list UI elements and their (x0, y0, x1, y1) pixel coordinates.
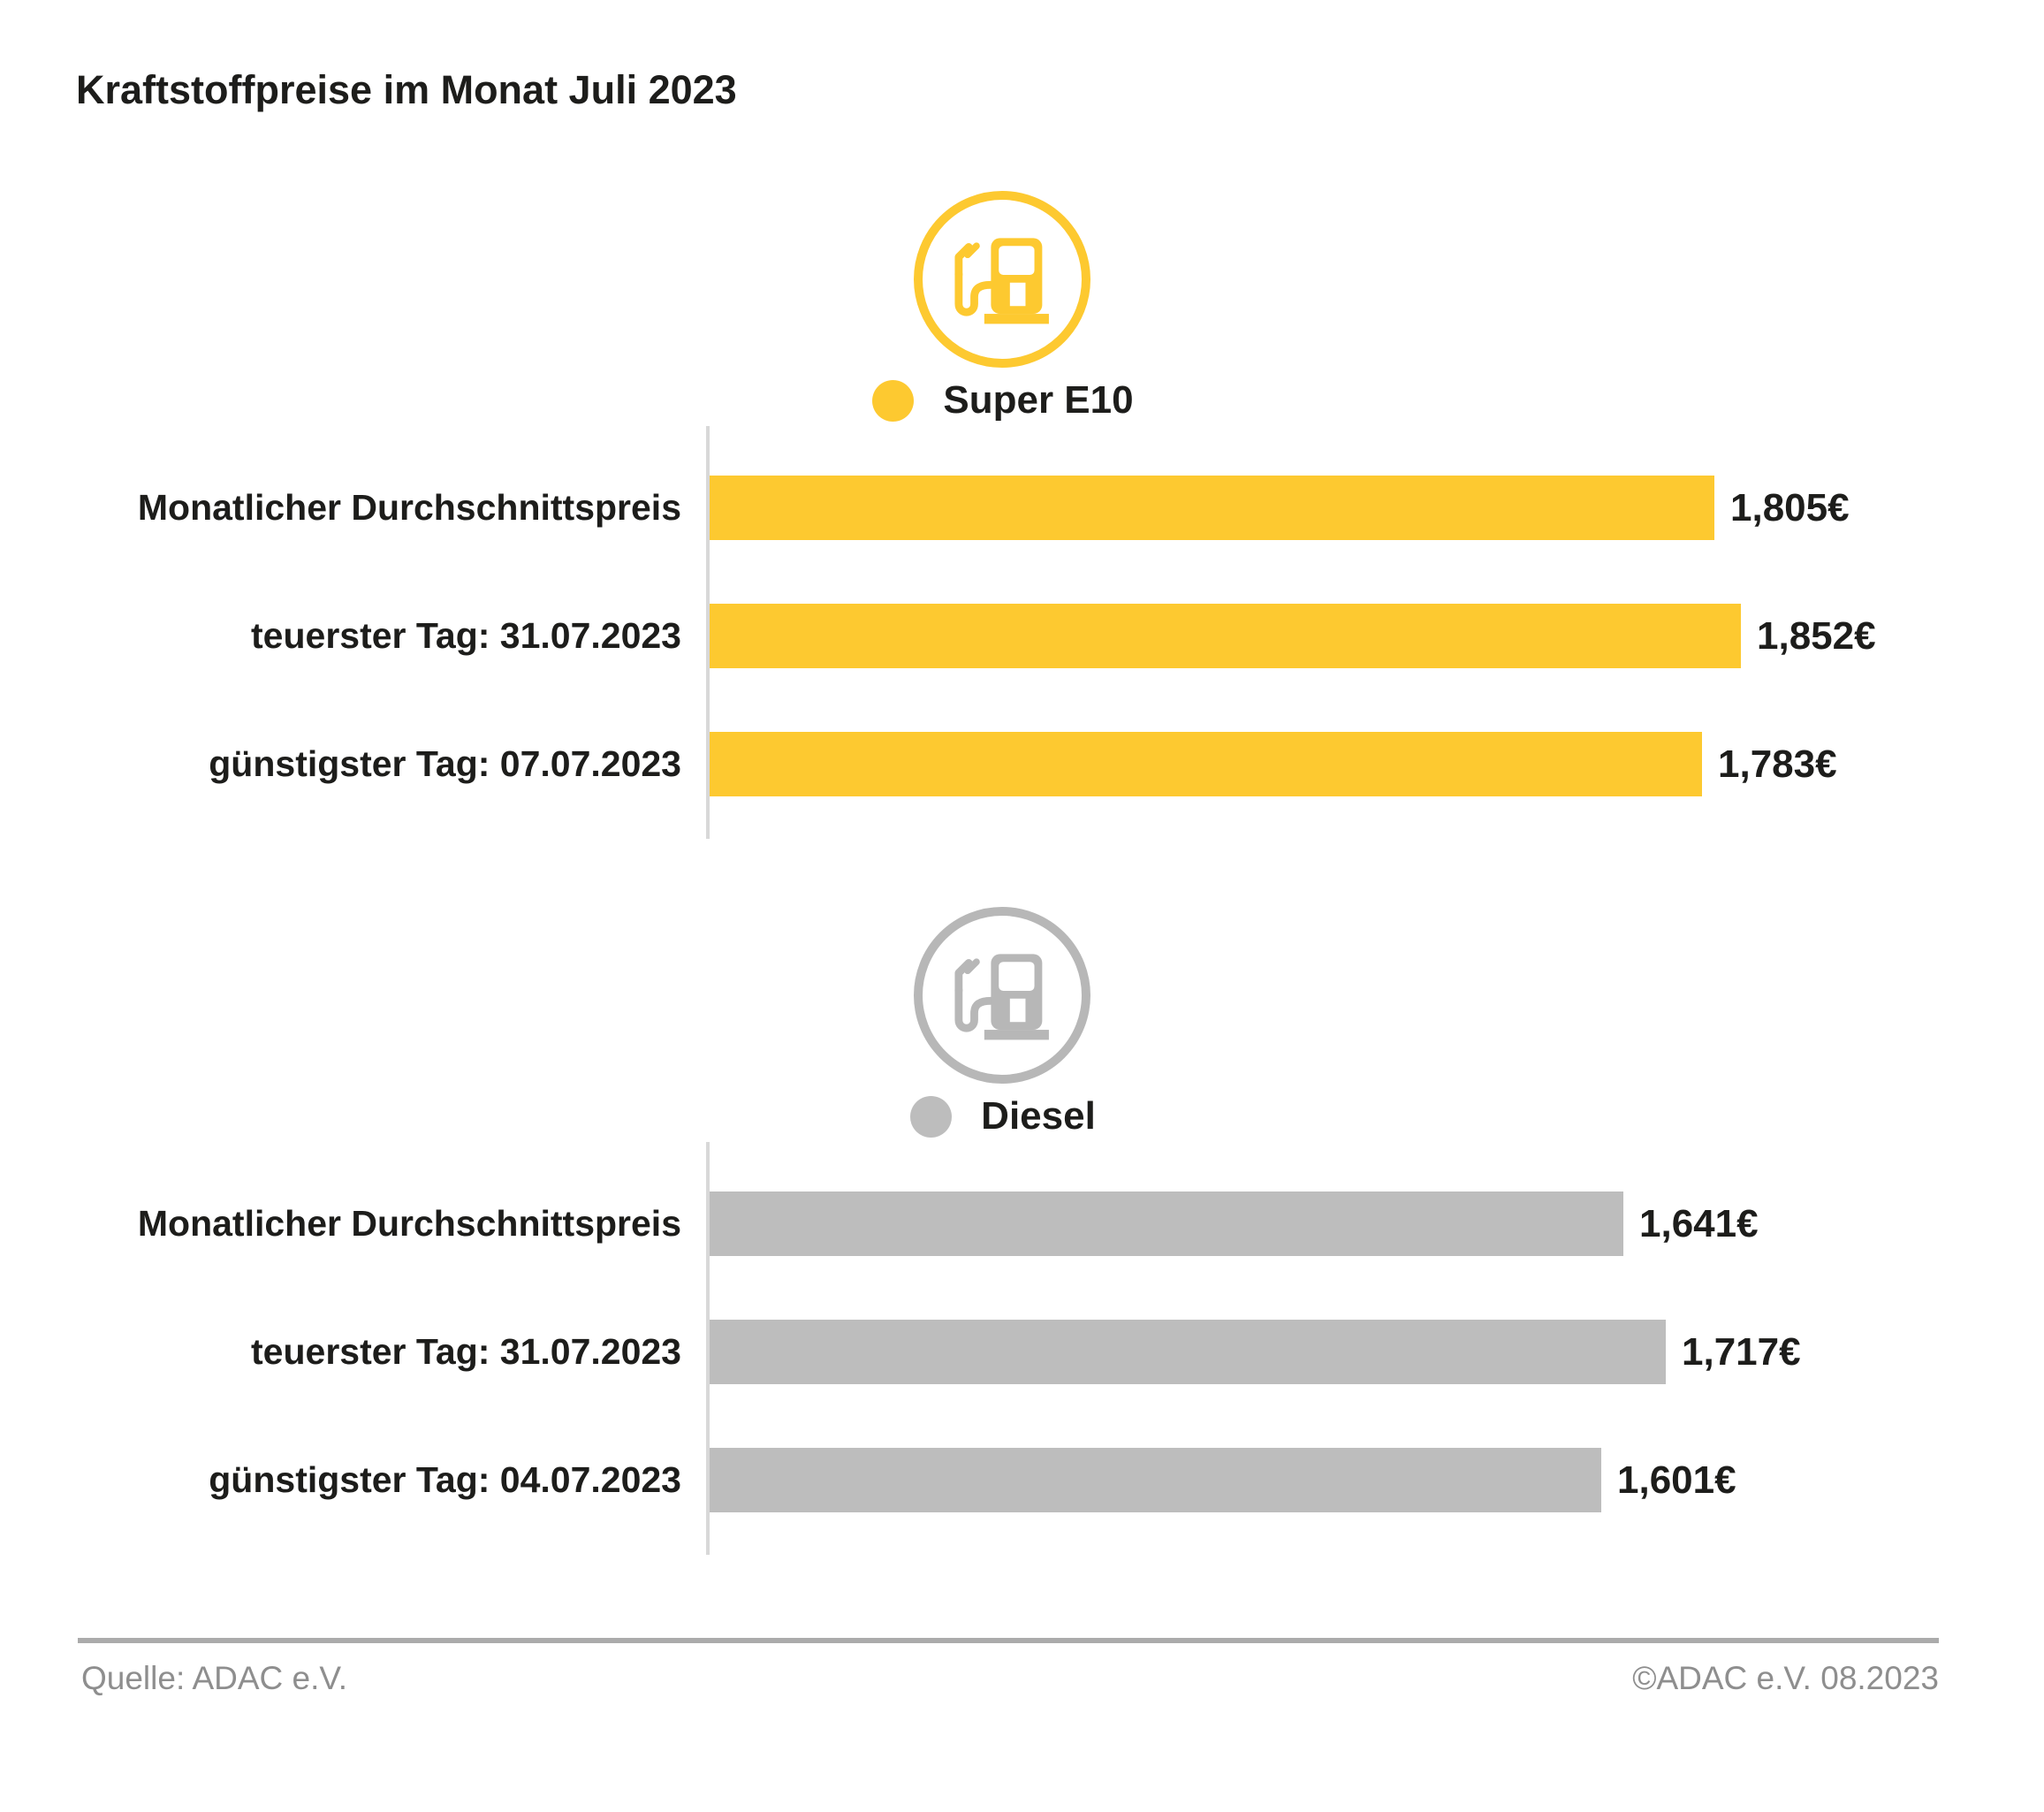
bar-row-label: Monatlicher Durchschnittspreis (137, 1203, 681, 1244)
source-label: Quelle: ADAC e.V. (81, 1660, 347, 1696)
fuel-pump-glyph (954, 238, 1049, 324)
bar-row-label: teuerster Tag: 31.07.2023 (251, 615, 681, 656)
axis-line (706, 1142, 710, 1555)
footer: Quelle: ADAC e.V. ©ADAC e.V. 08.2023 (81, 1660, 1939, 1697)
bar-row: Monatlicher Durchschnittspreis 1,641€ (0, 1160, 2044, 1288)
bar (710, 732, 1702, 796)
bar-row: teuerster Tag: 31.07.2023 1,852€ (0, 572, 2044, 700)
bar (710, 1192, 1623, 1256)
bar-rows: Monatlicher Durchschnittspreis 1,641€ te… (0, 1142, 2044, 1555)
bar-row: Monatlicher Durchschnittspreis 1,805€ (0, 444, 2044, 572)
bar (710, 1320, 1666, 1384)
bar-row: teuerster Tag: 31.07.2023 1,717€ (0, 1288, 2044, 1416)
bar-row-label: Monatlicher Durchschnittspreis (137, 487, 681, 528)
bar-row: günstigster Tag: 04.07.2023 1,601€ (0, 1416, 2044, 1544)
legend-label: Super E10 (943, 378, 1134, 422)
chart-legend: Super E10 (0, 378, 2006, 423)
fuel-pump-glyph (954, 954, 1049, 1040)
bar-rows: Monatlicher Durchschnittspreis 1,805€ te… (0, 426, 2044, 839)
bar-value-label: 1,852€ (1757, 613, 1876, 658)
legend-dot (872, 379, 915, 422)
legend-label: Diesel (981, 1094, 1096, 1138)
bar-value-label: 1,717€ (1682, 1329, 1801, 1374)
bar-rows-inner: Monatlicher Durchschnittspreis 1,641€ te… (0, 1142, 2044, 1544)
bar (710, 1448, 1601, 1512)
bar-rows-inner: Monatlicher Durchschnittspreis 1,805€ te… (0, 426, 2044, 828)
bar-value-label: 1,641€ (1639, 1201, 1759, 1245)
fuel-pump-icon (914, 191, 1090, 368)
bar (710, 476, 1714, 540)
fuel-pump-icon (914, 907, 1090, 1084)
legend-dot (910, 1095, 953, 1138)
chart-section-diesel: Diesel Monatlicher Durchschnittspreis 1,… (0, 907, 2044, 1561)
footer-divider (78, 1638, 1939, 1643)
axis-line (706, 426, 710, 839)
chart-section-super-e10: Super E10 Monatlicher Durchschnittspreis… (0, 191, 2044, 845)
bar-row-label: teuerster Tag: 31.07.2023 (251, 1331, 681, 1372)
chart-legend: Diesel (0, 1094, 2006, 1138)
bar-value-label: 1,805€ (1730, 485, 1850, 529)
bar-value-label: 1,601€ (1617, 1458, 1736, 1502)
bar (710, 604, 1741, 668)
bar-row: günstigster Tag: 07.07.2023 1,783€ (0, 700, 2044, 828)
bar-row-label: günstigster Tag: 04.07.2023 (209, 1459, 681, 1500)
page-title: Kraftstoffpreise im Monat Juli 2023 (76, 67, 737, 112)
copyright-label: ©ADAC e.V. 08.2023 (1632, 1660, 1939, 1696)
bar-value-label: 1,783€ (1718, 742, 1837, 786)
bar-row-label: günstigster Tag: 07.07.2023 (209, 743, 681, 784)
